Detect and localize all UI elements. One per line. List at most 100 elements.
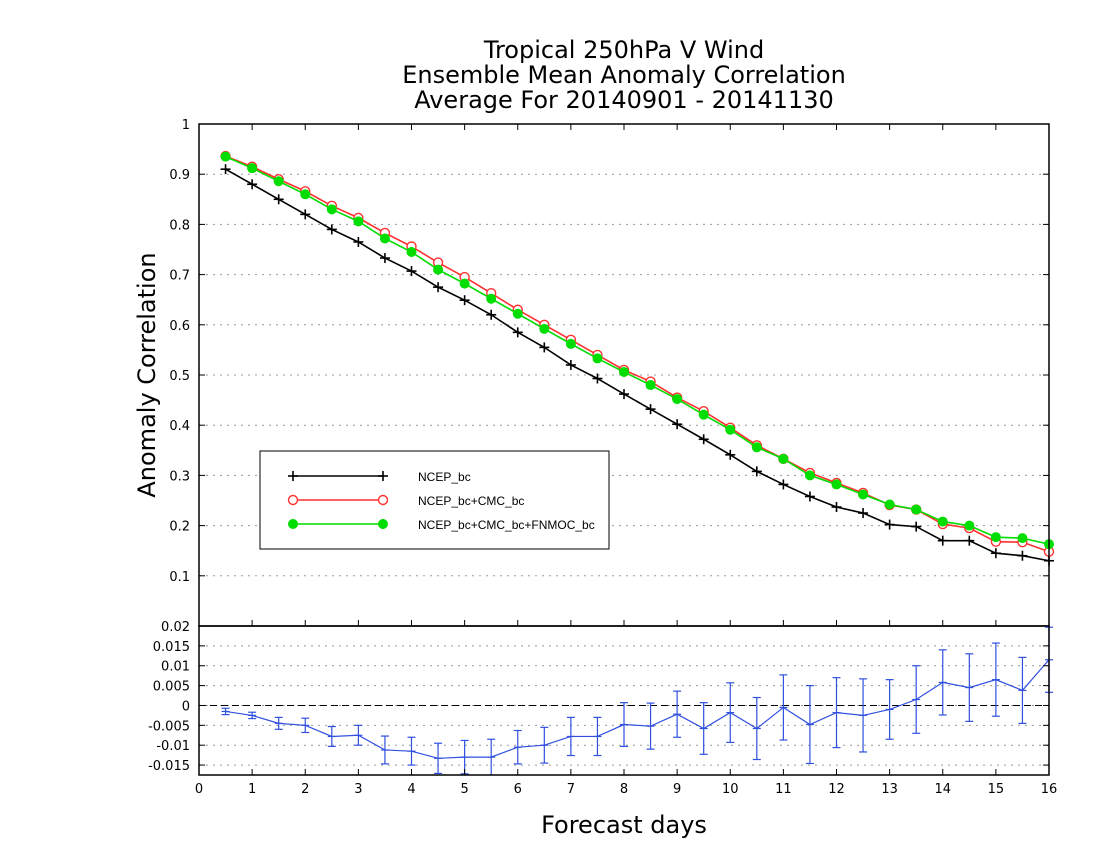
error-bar <box>779 674 788 741</box>
y-tick-label: 0.1 <box>169 570 190 585</box>
error-bar <box>301 717 310 734</box>
data-point <box>884 499 895 510</box>
legend-marker <box>378 519 388 529</box>
data-point <box>512 327 523 338</box>
legend-marker <box>288 471 298 481</box>
data-point <box>379 233 390 244</box>
data-point <box>592 373 603 384</box>
difference-y-ticks: -0.015 -0.01 -0.005 0 0.005 0.01 0.015 0.02 <box>148 620 1049 774</box>
data-point <box>300 209 311 220</box>
x-tick-label: 1 <box>248 782 256 797</box>
error-bar <box>832 677 841 749</box>
data-point <box>565 338 576 349</box>
y-tick-label: 0.005 <box>153 680 190 695</box>
error-bar <box>859 678 868 753</box>
error-bar <box>991 642 1000 717</box>
data-point <box>433 264 444 275</box>
data-point <box>990 548 1001 559</box>
x-axis-label: Forecast days <box>541 811 707 839</box>
error-bar <box>646 702 655 750</box>
difference-panel <box>199 626 1053 775</box>
data-point <box>831 479 842 490</box>
data-point <box>539 342 550 353</box>
x-tick-label: 16 <box>1041 782 1058 797</box>
data-point <box>273 176 284 187</box>
data-point <box>937 516 948 527</box>
legend-label: NCEP_bc+CMC_bc+FNMOC_bc <box>418 518 595 532</box>
legend-marker <box>377 494 389 506</box>
data-point <box>326 204 337 215</box>
legend-label: NCEP_bc <box>418 470 471 484</box>
error-bar <box>620 702 628 747</box>
y-tick-label: 0.015 <box>153 640 190 655</box>
error-bar <box>938 649 947 716</box>
data-point <box>486 293 497 304</box>
data-point <box>433 282 444 293</box>
data-point <box>300 189 311 200</box>
error-bar <box>248 711 257 720</box>
data-point <box>459 295 470 306</box>
data-point <box>353 216 364 227</box>
y-tick-label: 0.6 <box>169 319 190 334</box>
x-tick-label: 8 <box>620 782 628 797</box>
error-bar <box>673 690 682 738</box>
data-point <box>964 520 975 531</box>
error-bar <box>752 696 761 761</box>
data-point <box>831 502 842 513</box>
x-tick-label: 5 <box>460 782 468 797</box>
data-point <box>964 535 975 546</box>
error-bar <box>726 682 735 744</box>
y-tick-label: 0.5 <box>169 369 190 384</box>
x-tick-label: 7 <box>567 782 575 797</box>
x-tick-label: 9 <box>673 782 681 797</box>
y-tick-label: 0.2 <box>169 520 190 535</box>
y-tick-label: -0.005 <box>148 719 190 734</box>
y-tick-label: 1 <box>182 118 190 133</box>
title-line: Tropical 250hPa V Wind <box>483 36 764 64</box>
data-point <box>858 489 869 500</box>
x-tick-label: 14 <box>934 782 951 797</box>
legend-marker <box>378 471 388 481</box>
error-bar <box>380 735 389 765</box>
data-point <box>619 389 629 400</box>
error-bar <box>434 742 443 775</box>
x-ticks: 0 1 2 3 4 5 6 7 8 9 10 11 12 13 14 15 16 <box>195 124 1057 797</box>
y-tick-label: -0.01 <box>156 739 190 754</box>
x-tick-label: 4 <box>407 782 415 797</box>
data-point <box>353 236 364 247</box>
data-point <box>512 308 523 319</box>
data-point <box>565 359 576 370</box>
legend-marker <box>288 519 298 529</box>
error-bar <box>513 729 522 765</box>
data-point <box>326 224 337 235</box>
error-bar <box>885 679 894 740</box>
y-tick-label: 0.4 <box>169 419 190 434</box>
y-tick-label: 0.7 <box>169 269 190 284</box>
data-point <box>619 366 629 377</box>
error-bar <box>460 739 469 775</box>
data-point <box>884 519 895 530</box>
data-point <box>804 491 815 502</box>
data-point <box>486 309 497 320</box>
y-axis-label: Anomaly Correlation <box>133 252 161 497</box>
data-point <box>911 504 922 515</box>
error-bar <box>407 736 416 766</box>
error-bar <box>354 724 363 746</box>
data-point <box>778 479 789 490</box>
data-point <box>937 535 948 546</box>
y-tick-label: 0.8 <box>169 218 190 233</box>
difference-plot-frame <box>198 625 1050 776</box>
x-tick-label: 2 <box>301 782 309 797</box>
data-point <box>672 419 683 430</box>
error-bar <box>1018 656 1027 724</box>
error-bar <box>965 653 974 722</box>
data-point <box>220 164 231 175</box>
data-point <box>804 470 815 481</box>
main-series-group <box>220 150 1055 566</box>
legend-marker <box>287 494 299 506</box>
error-bar <box>327 725 336 747</box>
y-tick-label: 0.9 <box>169 168 190 183</box>
data-point <box>990 532 1001 543</box>
error-bar <box>566 716 575 757</box>
data-point <box>645 404 656 415</box>
